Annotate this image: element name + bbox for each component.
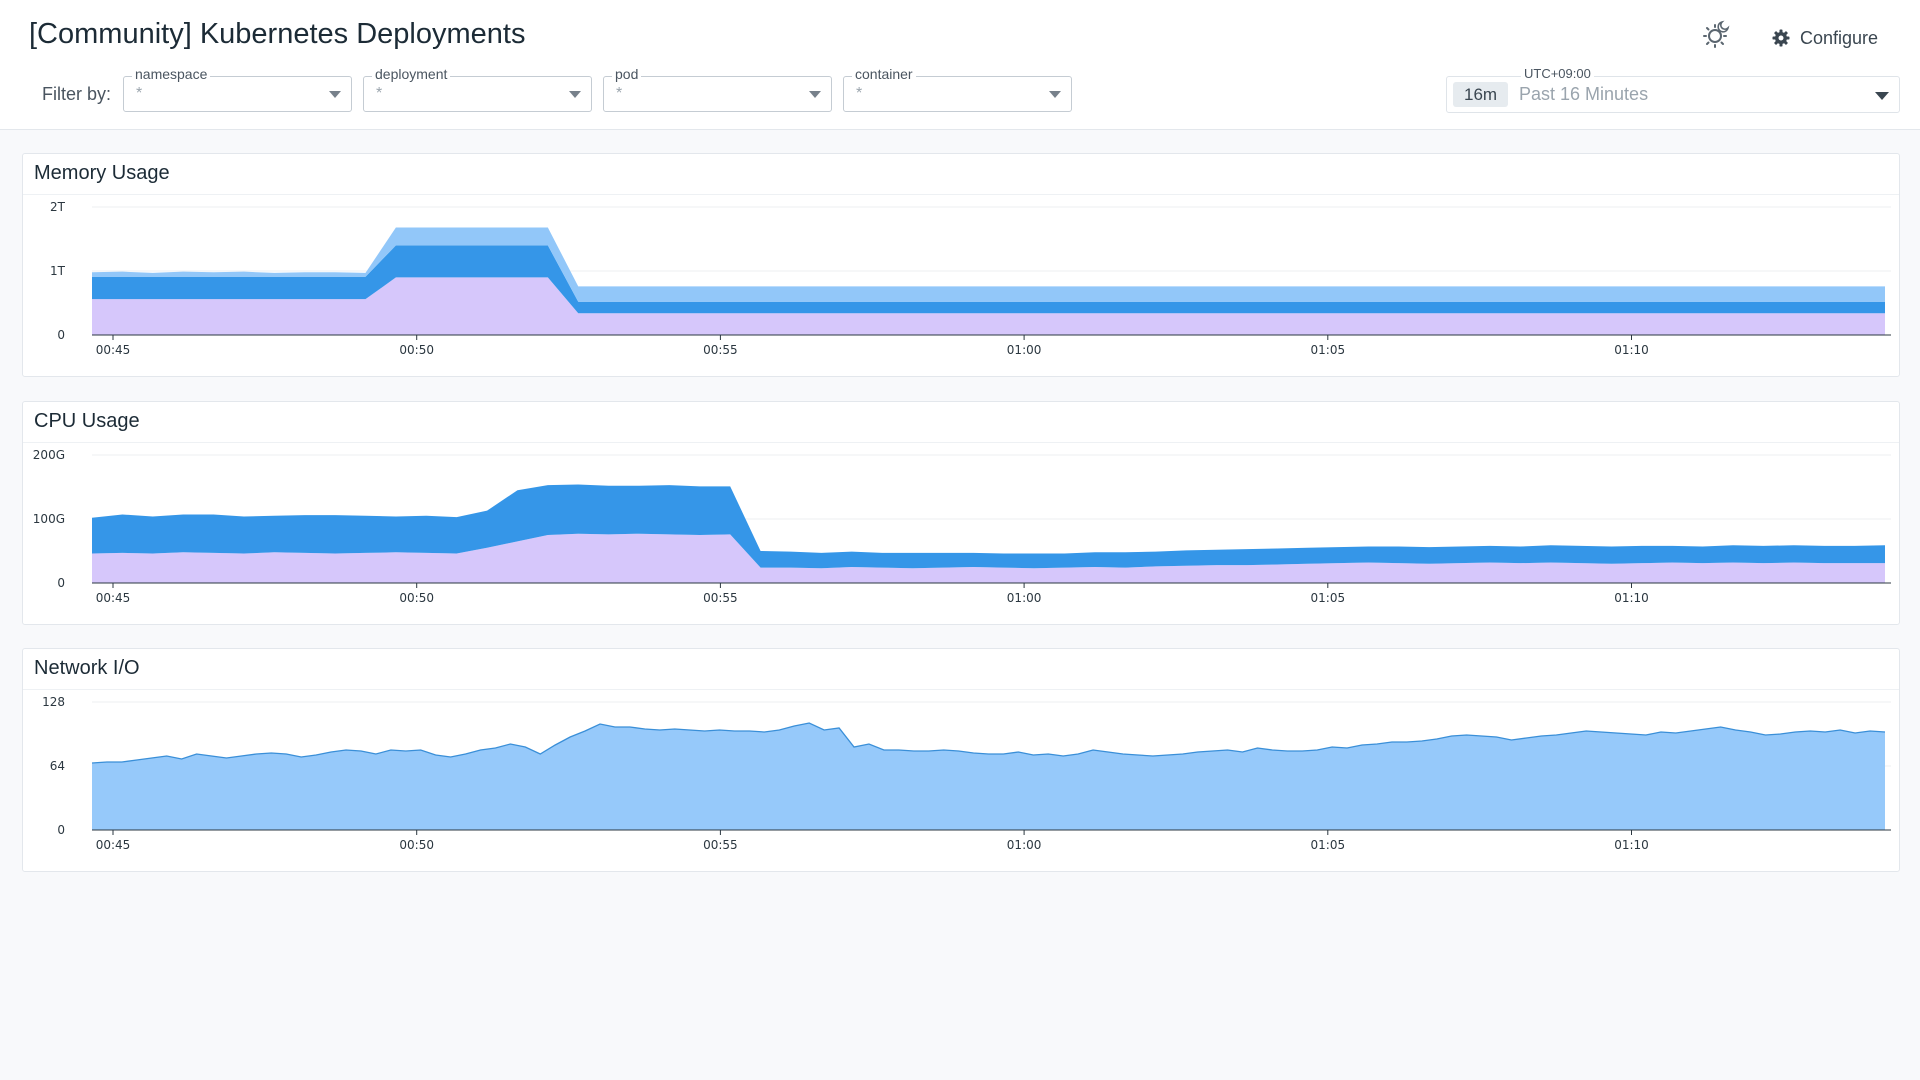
pod-filter-value: * xyxy=(616,85,623,102)
area-series xyxy=(92,484,1885,569)
x-tick-label: 01:05 xyxy=(1311,591,1346,605)
memory-usage-panel: Memory Usage 2T 1T 0 00:45 00:50 00:55 01:00 01… xyxy=(22,153,1900,377)
container-filter-value: * xyxy=(856,85,863,102)
x-tick-label: 00:55 xyxy=(703,838,738,852)
y-tick-label: 2T xyxy=(50,200,66,214)
series-line xyxy=(91,722,1886,764)
theme-toggle-button[interactable] xyxy=(1700,18,1734,52)
x-tick-label: 01:05 xyxy=(1311,838,1346,852)
x-tick-label: 00:45 xyxy=(96,343,131,357)
memory-usage-chart: 2T 1T 0 00:45 00:50 00:55 01:00 01:05 01:10 xyxy=(50,200,1891,357)
area-series xyxy=(92,277,1885,335)
x-tick-label: 00:50 xyxy=(399,838,434,852)
x-tick-label: 01:00 xyxy=(1007,838,1042,852)
network-io-panel: Network I/O 128 64 0 00:45 00:50 00:55 01:00 01… xyxy=(22,648,1900,872)
x-tick-label: 01:00 xyxy=(1007,343,1042,357)
container-filter-label: container xyxy=(852,66,916,82)
deployment-filter-label: deployment xyxy=(372,66,451,82)
area-series xyxy=(92,245,1885,314)
network-io-chart: 128 64 0 00:45 00:50 00:55 01:00 01:05 01:10 xyxy=(42,695,1891,852)
area-series xyxy=(92,227,1885,302)
timezone-label: UTC+09:00 xyxy=(1521,66,1594,82)
x-tick-label: 01:05 xyxy=(1311,343,1346,357)
chevron-down-icon xyxy=(1875,92,1889,100)
filter-label: Filter by: xyxy=(42,84,112,104)
namespace-filter-value: * xyxy=(136,85,143,102)
time-range-text: Past 16 Minutes xyxy=(1519,84,1649,104)
time-range-picker[interactable]: UTC+09:00 16m Past 16 Minutes xyxy=(1446,66,1900,113)
chevron-down-icon xyxy=(809,91,821,98)
container-filter[interactable]: container * xyxy=(843,66,1072,112)
x-tick-label: 01:10 xyxy=(1614,838,1649,852)
cpu-usage-panel: CPU Usage 200G 100G 0 00:45 00:50 00:55 01:00 0… xyxy=(22,401,1900,625)
panel-title: CPU Usage xyxy=(34,410,140,432)
y-tick-label: 200G xyxy=(33,448,65,462)
y-tick-label: 100G xyxy=(33,512,65,526)
x-tick-label: 00:45 xyxy=(96,591,131,605)
x-tick-label: 00:50 xyxy=(399,591,434,605)
sun-moon-icon xyxy=(1703,20,1730,48)
y-tick-label: 0 xyxy=(57,576,65,590)
x-tick-label: 01:10 xyxy=(1614,591,1649,605)
y-tick-label: 128 xyxy=(42,695,65,709)
deployment-filter-value: * xyxy=(376,85,383,102)
x-tick-label: 00:55 xyxy=(703,343,738,357)
area-series xyxy=(92,723,1885,830)
y-tick-label: 64 xyxy=(50,759,65,773)
x-tick-label: 00:50 xyxy=(399,343,434,357)
configure-button[interactable]: Configure xyxy=(1772,24,1878,52)
time-range-badge: 16m xyxy=(1453,82,1509,107)
pod-filter-label: pod xyxy=(612,66,642,82)
namespace-filter-label: namespace xyxy=(132,66,211,82)
x-tick-label: 00:45 xyxy=(96,838,131,852)
chevron-down-icon xyxy=(329,91,341,98)
y-tick-label: 0 xyxy=(57,328,65,342)
chevron-down-icon xyxy=(569,91,581,98)
chevron-down-icon xyxy=(1049,91,1061,98)
x-tick-label: 00:55 xyxy=(703,591,738,605)
y-tick-label: 1T xyxy=(50,264,66,278)
panel-title: Network I/O xyxy=(34,657,140,679)
area-series xyxy=(92,533,1885,583)
y-tick-label: 0 xyxy=(57,823,65,837)
page-title: [Community] Kubernetes Deployments xyxy=(29,18,526,50)
pod-filter[interactable]: pod * xyxy=(603,66,832,112)
x-tick-label: 01:10 xyxy=(1614,343,1649,357)
dashboard-header: [Community] Kubernetes Deployments Filte… xyxy=(0,0,1920,130)
deployment-filter[interactable]: deployment * xyxy=(363,66,592,112)
gear-icon xyxy=(1772,29,1790,47)
panel-title: Memory Usage xyxy=(34,162,170,184)
namespace-filter[interactable]: namespace * xyxy=(123,66,352,112)
x-tick-label: 01:00 xyxy=(1007,591,1042,605)
cpu-usage-chart: 200G 100G 0 00:45 00:50 00:55 01:00 01:05 01:10 xyxy=(33,448,1891,605)
configure-label: Configure xyxy=(1800,27,1879,48)
